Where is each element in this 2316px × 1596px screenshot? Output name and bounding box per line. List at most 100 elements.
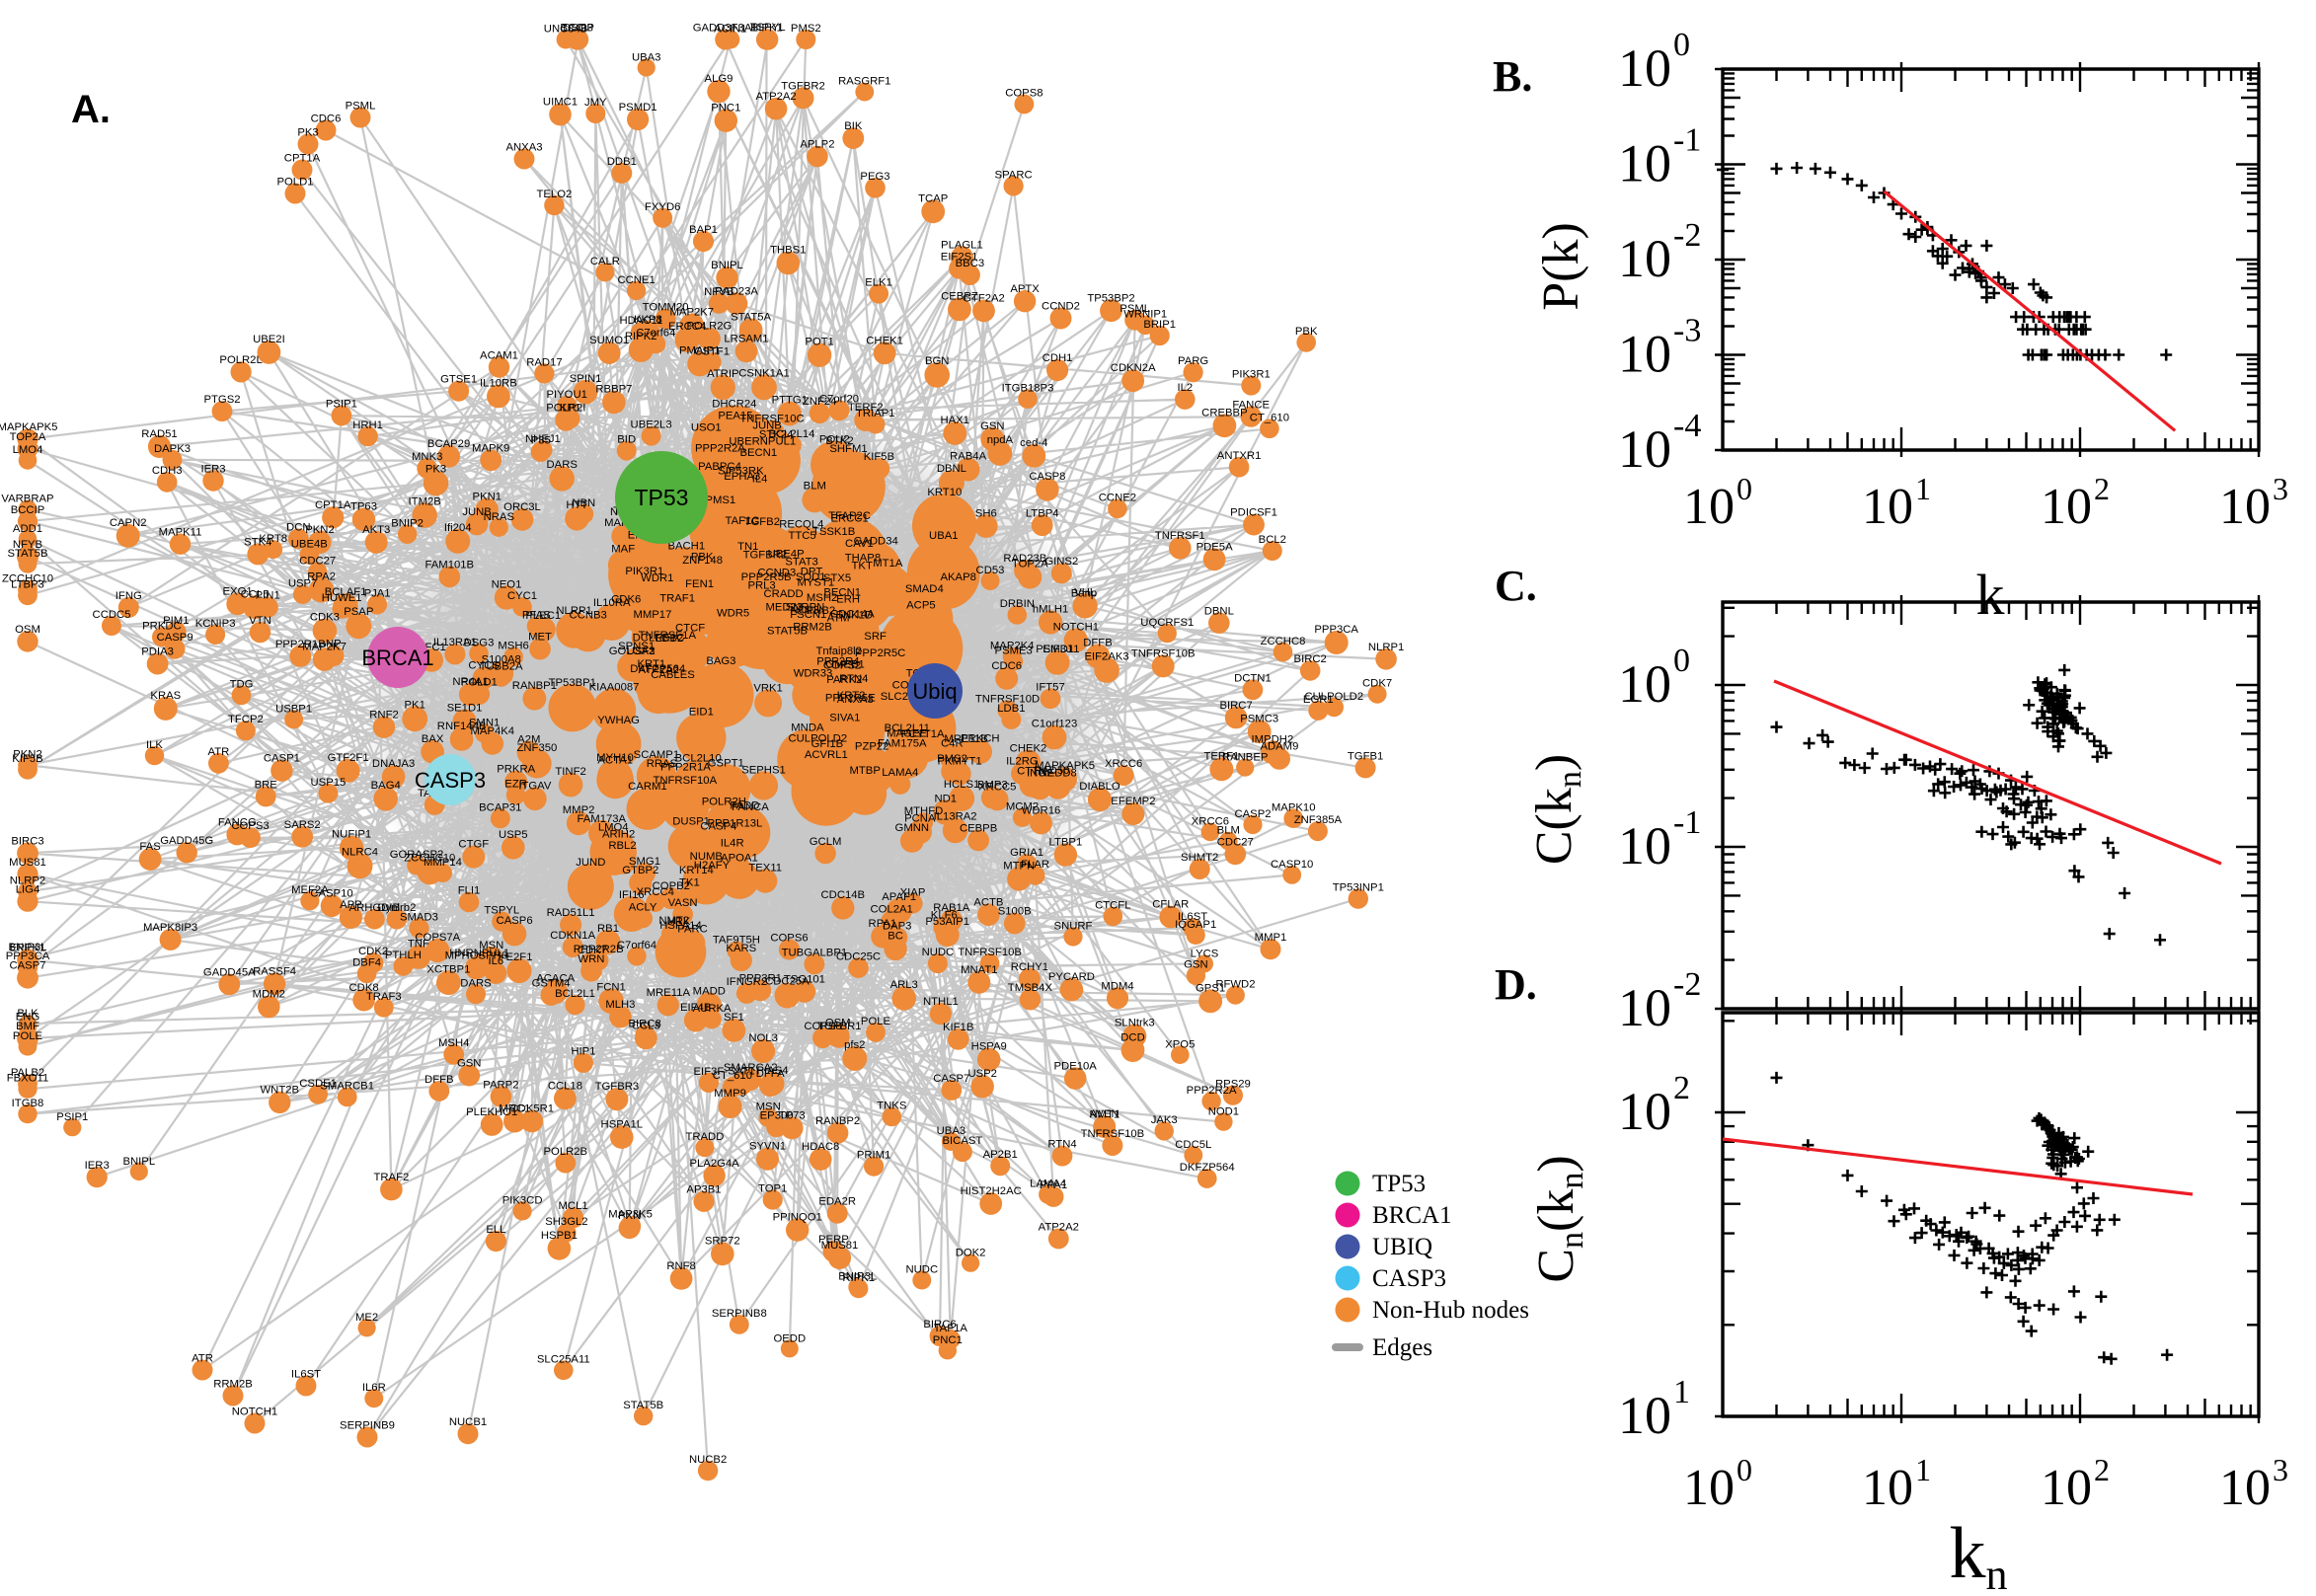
svg-text:ELL: ELL — [486, 1224, 505, 1236]
svg-text:CT_610: CT_610 — [1250, 413, 1289, 424]
svg-text:TCAP: TCAP — [918, 192, 948, 204]
svg-text:WNT2B: WNT2B — [261, 1085, 300, 1097]
svg-text:APOA1: APOA1 — [721, 853, 758, 865]
svg-text:PPP2R5B: PPP2R5B — [741, 571, 792, 583]
svg-text:RAB4A: RAB4A — [950, 451, 987, 463]
svg-text:ARHGDIB: ARHGDIB — [349, 902, 400, 914]
svg-text:BIRC6: BIRC6 — [923, 1319, 956, 1330]
svg-text:XIAP: XIAP — [900, 886, 926, 898]
svg-text:CDK7: CDK7 — [578, 945, 607, 956]
svg-text:TFCP2: TFCP2 — [228, 714, 264, 725]
svg-text:XRCC6: XRCC6 — [1192, 816, 1229, 828]
svg-text:SMAD4: SMAD4 — [905, 583, 944, 595]
svg-text:USP15: USP15 — [311, 777, 347, 789]
svg-text:SH6: SH6 — [975, 507, 997, 519]
svg-text:HDAC8: HDAC8 — [802, 1141, 839, 1153]
svg-text:DKFZP564: DKFZP564 — [1180, 1162, 1235, 1174]
svg-text:NUCB1: NUCB1 — [449, 1416, 487, 1428]
svg-text:PSMC3: PSMC3 — [1240, 714, 1278, 725]
svg-text:WRNIP1: WRNIP1 — [1123, 309, 1167, 321]
svg-text:MAP2K4: MAP2K4 — [990, 641, 1035, 652]
svg-text:TFAP2C: TFAP2C — [828, 510, 871, 522]
svg-text:PDE10A: PDE10A — [1054, 1060, 1098, 1072]
svg-text:SMG1: SMG1 — [629, 856, 660, 868]
svg-text:KRT8: KRT8 — [259, 533, 287, 545]
svg-text:GRIA1: GRIA1 — [1010, 847, 1043, 859]
svg-text:10: 10 — [1618, 1082, 1671, 1141]
svg-text:TNFRSF1: TNFRSF1 — [1155, 530, 1205, 542]
svg-text:BTK2: BTK2 — [825, 435, 853, 447]
svg-text:NHEJ1: NHEJ1 — [525, 433, 561, 445]
svg-text:1: 1 — [1673, 1374, 1690, 1410]
svg-text:MAP2K7: MAP2K7 — [670, 307, 715, 319]
svg-text:10: 10 — [2041, 1460, 2092, 1516]
svg-text:IL4: IL4 — [752, 474, 768, 486]
svg-text:RAD51L1: RAD51L1 — [547, 907, 595, 919]
svg-text:PARP2: PARP2 — [483, 1079, 518, 1091]
svg-text:SRP72: SRP72 — [705, 1236, 740, 1248]
svg-text:CHEK1: CHEK1 — [866, 335, 903, 346]
svg-text:PKN1: PKN1 — [473, 492, 502, 503]
svg-text:ELK1: ELK1 — [865, 277, 892, 289]
svg-text:TP73: TP73 — [779, 1110, 806, 1122]
svg-text:COPS8: COPS8 — [804, 1021, 841, 1032]
svg-text:DFFB: DFFB — [425, 1074, 454, 1086]
svg-text:DAPK3: DAPK3 — [154, 443, 191, 455]
svg-text:XCTBP1: XCTBP1 — [426, 963, 470, 975]
svg-text:DBNL: DBNL — [1204, 605, 1234, 617]
svg-text:EFEMP2: EFEMP2 — [1111, 796, 1155, 807]
svg-text:TSPYL: TSPYL — [750, 22, 786, 34]
svg-text:P53AIP1: P53AIP1 — [925, 916, 969, 928]
svg-text:MCL1: MCL1 — [559, 1200, 588, 1212]
svg-text:RRM2B: RRM2B — [793, 622, 832, 634]
svg-text:UBA1: UBA1 — [929, 530, 959, 542]
svg-text:CASP10: CASP10 — [1271, 859, 1313, 871]
svg-text:RBL2: RBL2 — [608, 840, 636, 852]
svg-text:GSN: GSN — [457, 1058, 481, 1070]
svg-text:WDR5: WDR5 — [717, 608, 749, 620]
svg-text:ATP2A2: ATP2A2 — [639, 664, 679, 676]
svg-text:BNIP2: BNIP2 — [391, 518, 424, 530]
svg-text:RNF2: RNF2 — [369, 710, 399, 722]
svg-text:AKAP8: AKAP8 — [940, 571, 975, 583]
svg-text:ADD1: ADD1 — [13, 523, 42, 535]
svg-text:DBF4: DBF4 — [352, 957, 381, 969]
svg-text:TP53INP1: TP53INP1 — [1333, 881, 1384, 893]
svg-text:SPIN1: SPIN1 — [570, 373, 602, 385]
svg-text:LMO4: LMO4 — [598, 821, 629, 833]
svg-text:STK24: STK24 — [759, 429, 794, 441]
svg-text:FAM175A: FAM175A — [878, 737, 927, 749]
svg-text:RANBP1: RANBP1 — [512, 680, 557, 692]
svg-text:BCCIP: BCCIP — [560, 23, 594, 35]
svg-text:TRADD: TRADD — [685, 1131, 724, 1143]
svg-text:GFI1B: GFI1B — [811, 738, 844, 750]
svg-text:BIRC2: BIRC2 — [1294, 653, 1327, 665]
svg-text:ANXA3: ANXA3 — [505, 142, 542, 154]
svg-text:IL2: IL2 — [1177, 382, 1193, 394]
svg-text:10: 10 — [1683, 479, 1735, 535]
svg-text:DRBIN: DRBIN — [1000, 598, 1035, 610]
svg-text:PPP3R1: PPP3R1 — [739, 972, 782, 984]
svg-text:hMLH1: hMLH1 — [1033, 603, 1068, 615]
svg-text:USP2: USP2 — [967, 1068, 997, 1080]
svg-text:0: 0 — [1737, 1452, 1752, 1487]
svg-text:B.: B. — [1493, 52, 1532, 101]
svg-text:UBE2L3: UBE2L3 — [631, 419, 672, 431]
svg-text:ATR: ATR — [208, 746, 230, 758]
svg-text:THAP8: THAP8 — [845, 553, 881, 565]
svg-text:D.: D. — [1495, 960, 1537, 1009]
svg-text:ERCC1: ERCC1 — [830, 513, 868, 525]
svg-text:GSTM4: GSTM4 — [532, 978, 571, 990]
svg-text:PPP2R2A: PPP2R2A — [695, 443, 745, 455]
svg-text:STAT5B: STAT5B — [623, 1400, 663, 1411]
svg-text:PMS1: PMS1 — [705, 494, 735, 506]
svg-text:2: 2 — [2094, 471, 2110, 506]
svg-text:UBIQ: UBIQ — [1372, 1234, 1432, 1260]
svg-text:IL4R: IL4R — [721, 837, 744, 849]
svg-text:LTBP4: LTBP4 — [1026, 507, 1059, 519]
svg-text:EZR: EZR — [504, 779, 527, 791]
svg-text:FADD: FADD — [730, 800, 759, 812]
svg-text:IL6ST: IL6ST — [291, 1369, 321, 1381]
svg-text:10: 10 — [2219, 1460, 2271, 1516]
svg-text:PTTG1: PTTG1 — [772, 395, 808, 407]
